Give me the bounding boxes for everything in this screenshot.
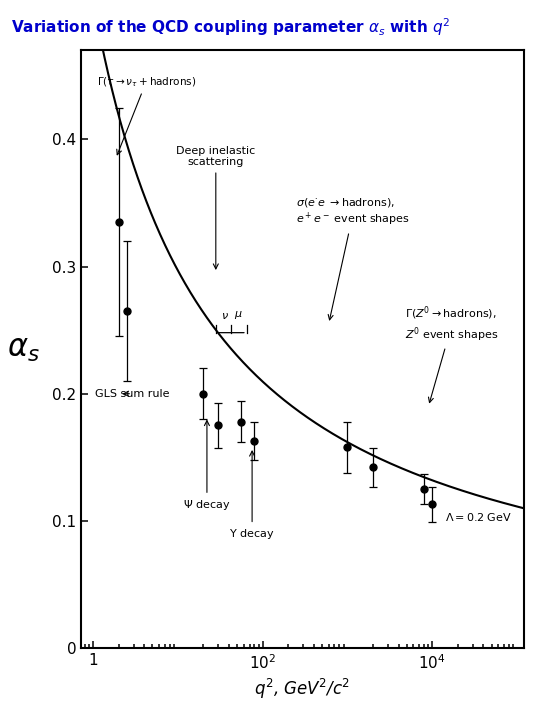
Text: $\Lambda = 0.2$ GeV: $\Lambda = 0.2$ GeV [444, 511, 511, 523]
Text: $\Gamma(Z^0 \to\mathrm{hadrons})$,
$Z^0$ event shapes: $\Gamma(Z^0 \to\mathrm{hadrons})$, $Z^0$… [405, 305, 499, 402]
Text: $\alpha_s$: $\alpha_s$ [7, 335, 40, 364]
Text: GLS sum rule: GLS sum rule [95, 389, 170, 399]
Text: $\Gamma(\tau \to \nu_\tau + \mathrm{hadrons})$: $\Gamma(\tau \to \nu_\tau + \mathrm{hadr… [97, 75, 196, 155]
Text: $\mu$: $\mu$ [234, 309, 243, 321]
Text: $\Upsilon$ decay: $\Upsilon$ decay [230, 451, 275, 541]
Text: Variation of the QCD coupling parameter $\alpha_s$ with $q^2$: Variation of the QCD coupling parameter … [11, 16, 450, 37]
Text: $\Psi$ decay: $\Psi$ decay [183, 420, 231, 512]
X-axis label: $q^2$, GeV$^2$/$c^2$: $q^2$, GeV$^2$/$c^2$ [254, 677, 350, 701]
Text: $\nu$: $\nu$ [221, 311, 229, 321]
Text: Deep inelastic
scattering: Deep inelastic scattering [176, 145, 255, 269]
Text: $\sigma(e^{\cdot}e \;\to\mathrm{hadrons})$,
$e^+e^-$ event shapes: $\sigma(e^{\cdot}e \;\to\mathrm{hadrons}… [296, 196, 410, 320]
